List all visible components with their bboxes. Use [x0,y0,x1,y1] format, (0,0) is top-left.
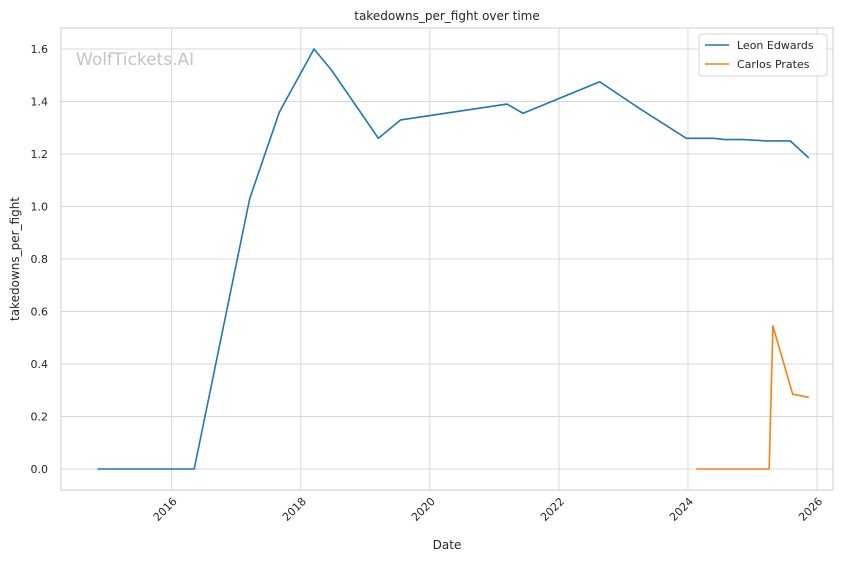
y-tick-label: 0.8 [31,253,49,266]
y-gridlines [61,48,833,470]
x-tick-labels: 2016 2018 2020 2022 2024 2026 [151,495,825,524]
x-tick-label: 2016 [151,495,180,524]
x-tick-label: 2020 [409,495,438,524]
legend-label-carlos-prates: Carlos Prates [737,58,810,71]
x-tick-label: 2024 [667,495,696,524]
y-axis-label: takedowns_per_fight [8,197,22,321]
legend-label-leon-edwards: Leon Edwards [737,39,814,52]
y-tick-labels: 0.0 0.2 0.4 0.6 0.8 1.0 1.2 1.4 1.6 [31,43,49,476]
x-tick-label: 2018 [280,495,309,524]
y-tick-label: 1.0 [31,201,49,214]
y-tick-label: 0.6 [31,306,49,319]
x-tick-label: 2022 [538,495,567,524]
x-axis-label: Date [433,538,462,552]
series-line-leon-edwards [97,48,810,470]
legend-box [698,33,828,77]
y-tick-label: 1.4 [31,96,49,109]
series-lines [97,48,810,470]
plot-frame [60,27,834,491]
y-tick-label: 1.2 [31,148,49,161]
x-tick-label: 2026 [796,495,825,524]
legend: Leon Edwards Carlos Prates [698,33,828,77]
y-tick-label: 1.6 [31,43,49,56]
watermark-text: WolfTickets.AI [76,50,194,70]
chart-title: takedowns_per_fight over time [354,9,540,23]
y-tick-label: 0.4 [31,358,49,371]
series-line-carlos-prates [696,325,809,470]
y-tick-label: 0.0 [31,463,49,476]
y-tick-label: 0.2 [31,411,49,424]
